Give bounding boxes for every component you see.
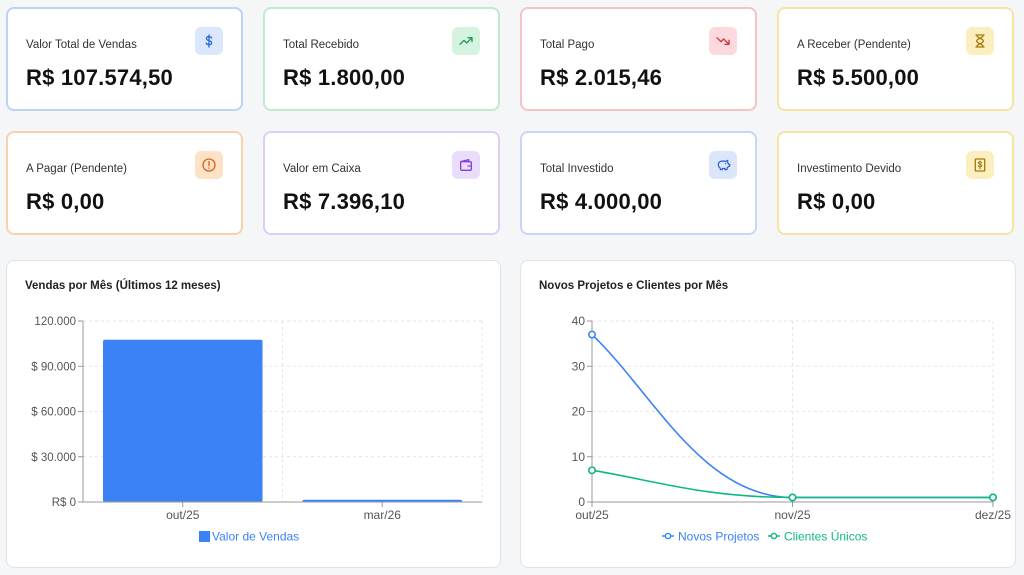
trending-down-icon: [709, 27, 737, 55]
card-title: Total Pago: [540, 39, 595, 51]
trending-up-icon: [452, 27, 480, 55]
data-point: [588, 466, 597, 475]
card-value: R$ 2.015,46: [540, 65, 663, 90]
alert-circle-icon: [195, 151, 223, 179]
legend-label: Clientes Únicos: [784, 529, 867, 544]
summary-card: Total Investido R$ 4.000,00: [520, 131, 757, 235]
x-tick-label: mar/26: [364, 508, 402, 522]
projects-chart-title: Novos Projetos e Clientes por Mês: [539, 280, 729, 292]
wallet-icon: [452, 151, 480, 179]
y-tick-label: $ 90.000: [31, 361, 76, 373]
y-tick-label: R$ 0: [52, 497, 76, 509]
legend-marker: [770, 532, 778, 540]
bar: [302, 499, 462, 502]
y-tick-label: $ 30.000: [31, 452, 76, 464]
card-value: R$ 1.800,00: [283, 65, 406, 90]
summary-card: Investimento Devido R$ 0,00: [777, 131, 1014, 235]
card-value: R$ 5.500,00: [797, 65, 920, 90]
legend-swatch: [199, 531, 210, 542]
y-tick-label: 10: [572, 450, 586, 464]
y-tick-label: 0: [578, 495, 585, 509]
piggy-bank-icon: [709, 151, 737, 179]
summary-card: A Pagar (Pendente) R$ 0,00: [6, 131, 243, 235]
sales-chart-panel: Vendas por Mês (Últimos 12 meses) R$ 0 $ …: [6, 260, 501, 568]
summary-card: Valor em Caixa R$ 7.396,10: [263, 131, 500, 235]
x-tick-label: out/25: [166, 508, 200, 522]
legend-marker: [664, 532, 672, 540]
summary-card: Total Pago R$ 2.015,46: [520, 7, 757, 111]
x-tick-label: out/25: [575, 508, 609, 522]
y-tick-label: 20: [572, 405, 586, 419]
card-value: R$ 0,00: [26, 189, 105, 214]
y-tick-label: 120.000: [34, 316, 76, 328]
card-title: Investimento Devido: [797, 163, 902, 175]
legend-label: Valor de Vendas: [212, 530, 299, 544]
bar: [103, 339, 263, 502]
card-title: Valor Total de Vendas: [26, 39, 137, 51]
card-value: R$ 7.396,10: [283, 189, 406, 214]
card-title: Total Recebido: [283, 39, 360, 51]
summary-card: Total Recebido R$ 1.800,00: [263, 7, 500, 111]
x-tick-label: dez/25: [975, 508, 1011, 522]
legend-label: Novos Projetos: [678, 530, 759, 544]
dollar-icon: [195, 27, 223, 55]
receipt-dollar-icon: [966, 151, 994, 179]
summary-card: A Receber (Pendente) R$ 5.500,00: [777, 7, 1014, 111]
card-value: R$ 0,00: [797, 189, 876, 214]
card-title: Total Investido: [540, 163, 614, 175]
card-title: A Pagar (Pendente): [26, 163, 128, 175]
data-point: [988, 493, 997, 502]
projects-chart-panel: Novos Projetos e Clientes por Mês 0 10 20 3…: [520, 260, 1016, 568]
data-point: [788, 493, 797, 502]
summary-card: Valor Total de Vendas R$ 107.574,50: [6, 7, 243, 111]
card-value: R$ 4.000,00: [540, 189, 663, 214]
data-point: [588, 330, 597, 339]
card-title: A Receber (Pendente): [797, 39, 911, 51]
card-value: R$ 107.574,50: [26, 65, 173, 90]
sales-chart: R$ 0 $ 30.000 $ 60.000 $ 90.000 120.000 out/2…: [31, 316, 483, 544]
hourglass-icon: [966, 27, 994, 55]
projects-chart: 0 10 20 30 40 out/25 nov/25 dez/25 Novos Projeto…: [572, 314, 1012, 544]
y-tick-label: 30: [572, 359, 586, 373]
x-tick-label: nov/25: [774, 508, 810, 522]
card-title: Valor em Caixa: [283, 163, 361, 175]
y-tick-label: 40: [572, 314, 586, 328]
sales-chart-title: Vendas por Mês (Últimos 12 meses): [25, 280, 221, 292]
y-tick-label: $ 60.000: [31, 407, 76, 419]
